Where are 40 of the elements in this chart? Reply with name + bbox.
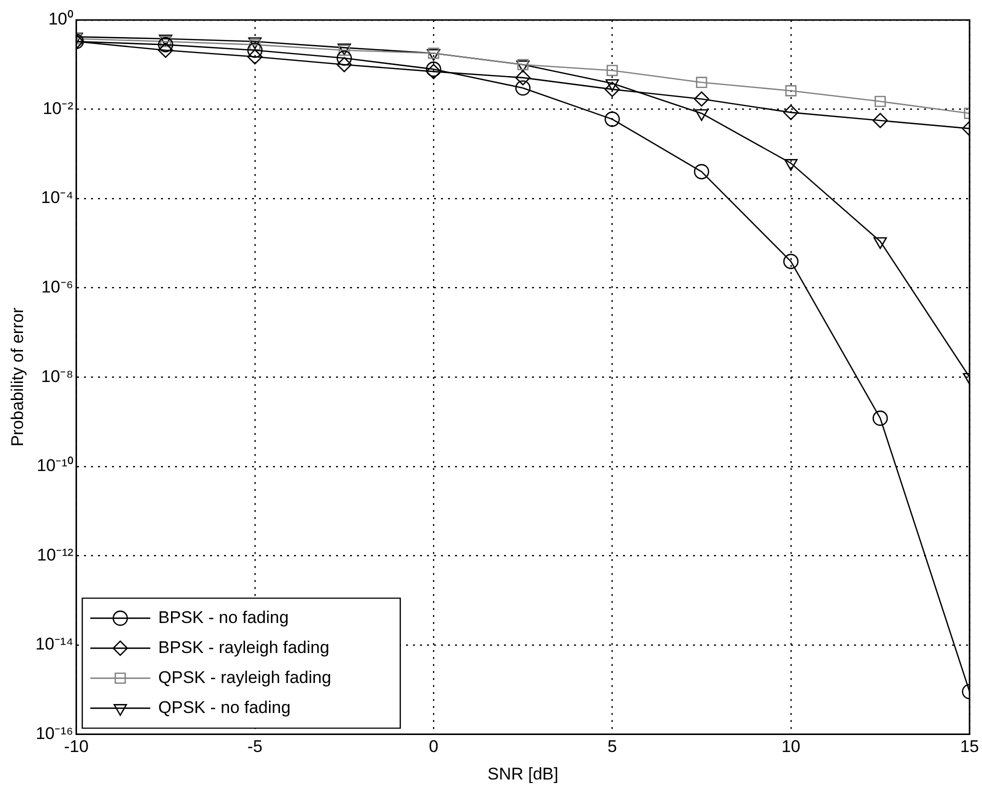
legend-label: BPSK - rayleigh fading [158, 638, 330, 657]
point [783, 254, 799, 270]
y-tick-label: 10⁻⁴ [41, 188, 74, 208]
x-tick-label: 5 [608, 737, 617, 756]
point [694, 164, 710, 180]
point [872, 112, 888, 128]
y-tick-label: 10⁻¹⁴ [35, 634, 74, 654]
x-tick-label: 10 [781, 737, 800, 756]
point [336, 56, 352, 72]
y-tick-label: 10⁻² [42, 98, 74, 118]
point [872, 410, 888, 426]
point [515, 70, 531, 86]
point [247, 49, 263, 64]
y-tick-label: 10⁻⁶ [41, 278, 74, 297]
point [785, 85, 796, 96]
legend-label: QPSK - rayleigh fading [158, 668, 332, 687]
point [247, 42, 263, 58]
x-tick-label: -5 [247, 737, 262, 756]
legend-label: BPSK - no fading [158, 608, 289, 627]
y-axis-title: Probability of error [8, 307, 27, 447]
point [158, 37, 174, 52]
point [606, 64, 618, 76]
y-tick-label: 10⁻⁸ [41, 366, 74, 386]
point [783, 104, 799, 120]
x-tick-label: 15 [960, 737, 980, 756]
y-tick-label: 10⁻¹² [37, 545, 74, 564]
point [874, 96, 886, 108]
x-tick-label: -10 [64, 737, 89, 756]
y-tick-label: 10⁰ [48, 10, 74, 29]
point [694, 91, 710, 107]
x-tick-label: 0 [428, 737, 438, 756]
point [158, 42, 174, 58]
point [604, 112, 620, 127]
point [336, 50, 352, 66]
point [696, 76, 708, 88]
legend-label: QPSK - no fading [158, 698, 291, 717]
point [604, 82, 620, 97]
point [515, 80, 531, 96]
y-tick-label: 10⁻¹⁰ [36, 456, 74, 476]
x-axis-title: SNR [dB] [487, 764, 558, 784]
